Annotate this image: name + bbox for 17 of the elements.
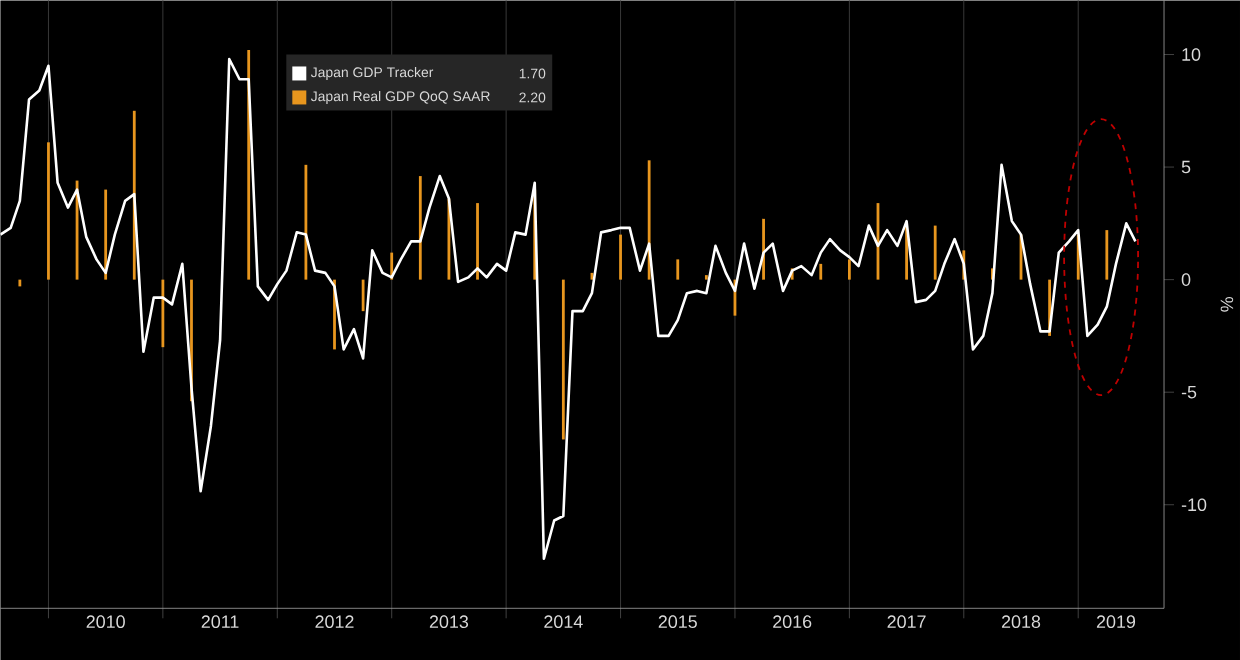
y-axis-title: %	[1220, 296, 1234, 312]
x-tick-label: 2018	[1001, 615, 1041, 628]
y-tick-label: 0	[1181, 273, 1191, 286]
x-tick-label: 2012	[315, 615, 354, 628]
y-tick-label: 10	[1182, 48, 1201, 61]
x-tick-label: 2010	[86, 615, 125, 628]
x-tick-label: 2016	[773, 615, 812, 628]
y-tick-label: 5	[1181, 160, 1191, 174]
x-tick-label: 2014	[544, 615, 583, 628]
x-tick-label: 2015	[658, 615, 697, 628]
x-tick-label: 2011	[201, 615, 239, 628]
line-series	[0, 57, 1137, 560]
x-tick-label: 2019	[1096, 615, 1136, 628]
x-tick-label: 2013	[429, 615, 469, 628]
y-tick-label: -10	[1181, 498, 1207, 511]
y-tick-label: -5	[1181, 385, 1197, 399]
x-tick-label: 2017	[887, 615, 926, 628]
